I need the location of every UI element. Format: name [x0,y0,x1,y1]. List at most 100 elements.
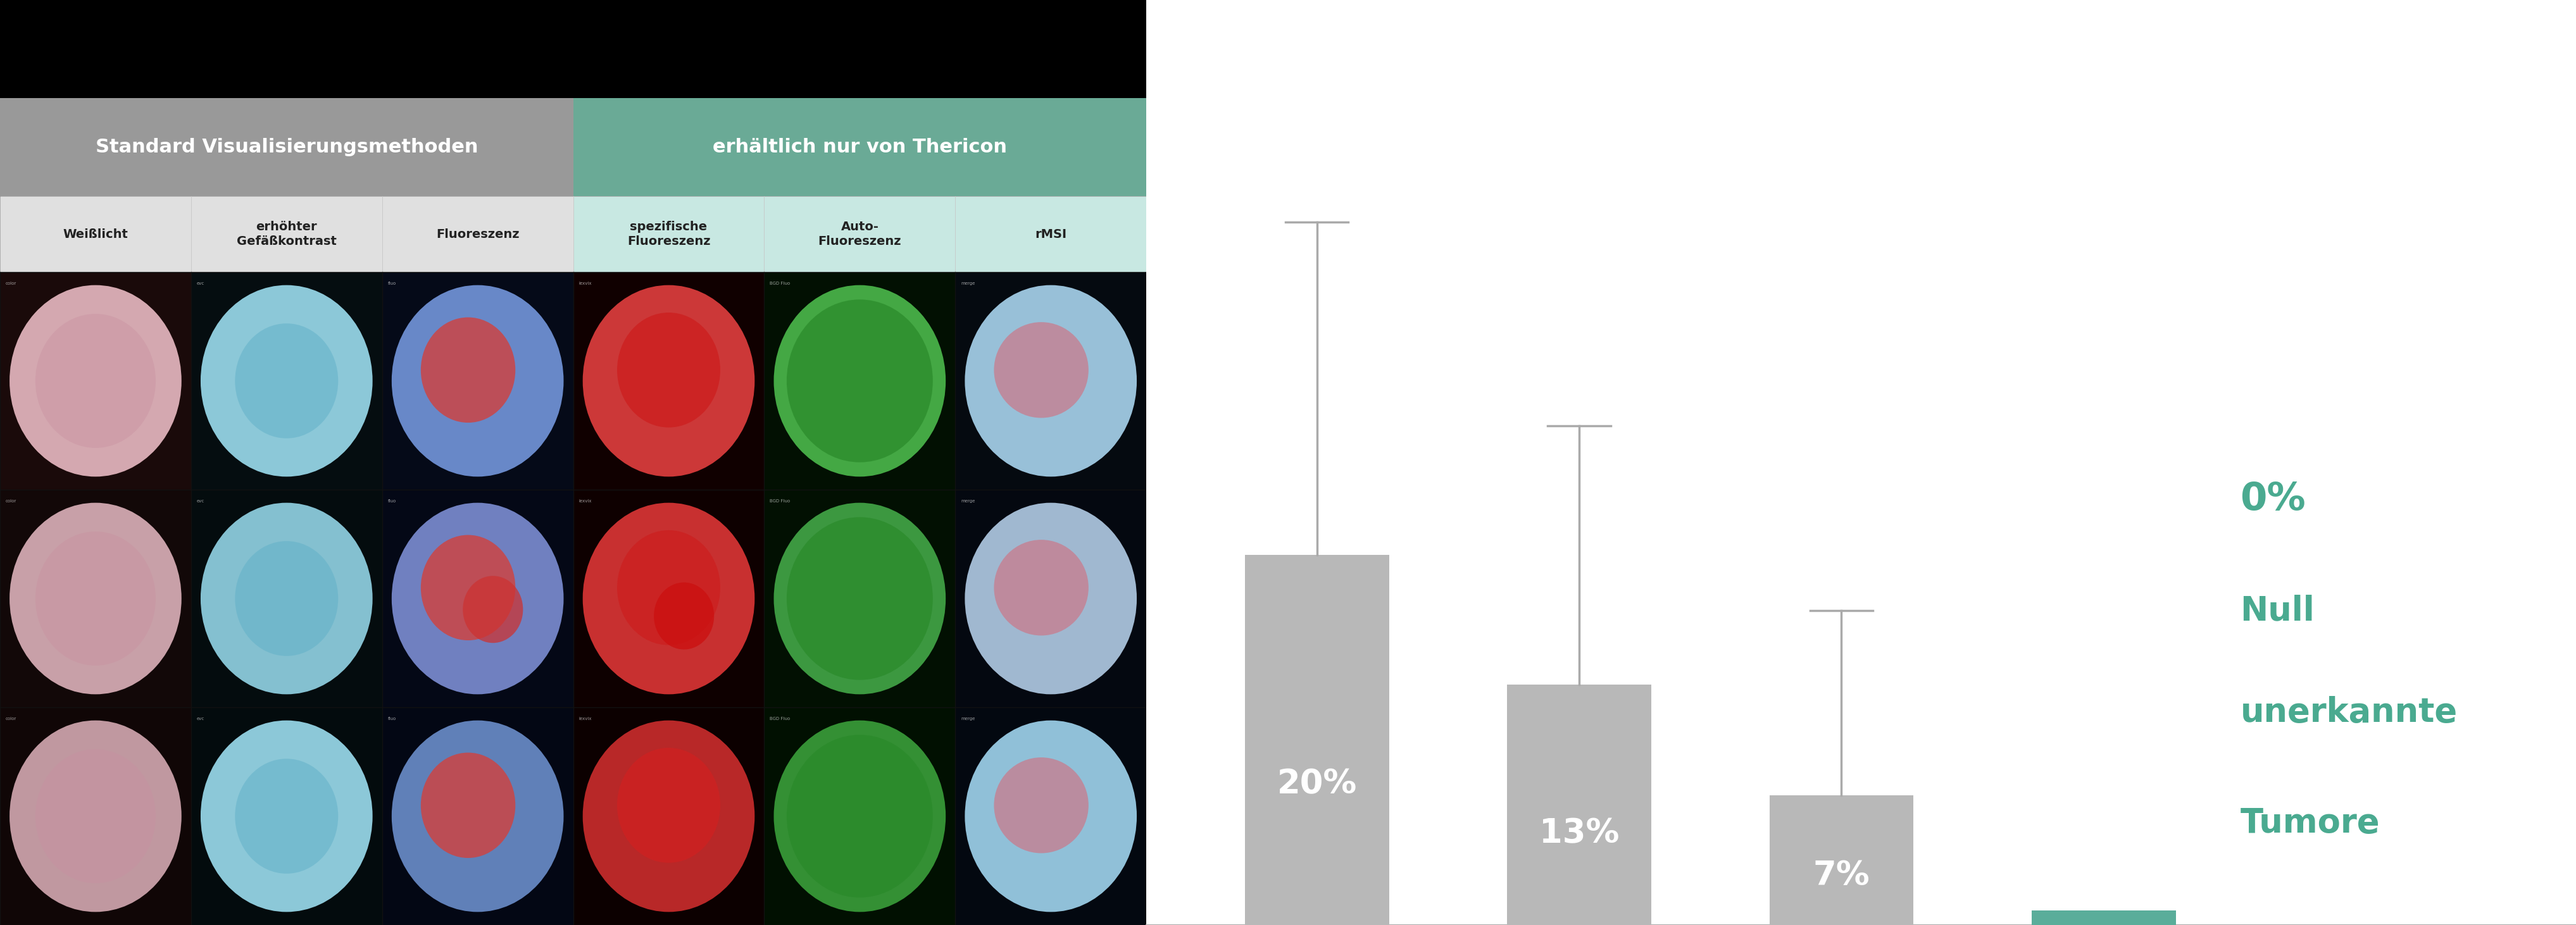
Bar [956,708,1146,925]
Bar [0,489,191,708]
Ellipse shape [582,503,755,695]
Bar [0,98,574,196]
Text: Weißlicht: Weißlicht [62,228,129,241]
Bar [191,708,381,925]
Text: 0%: 0% [2241,481,2306,518]
Bar [0,196,191,272]
Text: fluo: fluo [389,281,397,285]
Text: BGD Fluo: BGD Fluo [770,499,791,503]
Ellipse shape [392,721,564,912]
Ellipse shape [618,530,721,645]
Text: Null: Null [2241,594,2316,627]
Bar [765,196,956,272]
Ellipse shape [786,300,933,463]
Ellipse shape [773,721,945,912]
Text: color: color [5,281,15,285]
Ellipse shape [392,285,564,476]
Text: lexvix: lexvix [580,281,592,285]
Text: Tumore: Tumore [2241,807,2380,840]
Bar [574,98,1146,196]
Ellipse shape [420,317,515,423]
Bar [381,489,572,708]
Text: merge: merge [961,499,976,503]
Text: BGD Fluo: BGD Fluo [770,717,791,721]
Ellipse shape [201,721,374,912]
Ellipse shape [966,721,1136,912]
Ellipse shape [994,322,1090,418]
Text: Fluoreszenz: Fluoreszenz [435,228,520,241]
Bar [765,489,956,708]
Text: erhöhter
Gefäßkontrast: erhöhter Gefäßkontrast [237,221,337,248]
Text: 20%: 20% [1278,768,1358,801]
Text: rMSI: rMSI [1036,228,1066,241]
Ellipse shape [618,313,721,427]
Ellipse shape [420,753,515,858]
Bar [574,272,765,489]
Ellipse shape [234,541,337,656]
Ellipse shape [966,503,1136,695]
Ellipse shape [966,285,1136,476]
Text: merge: merge [961,281,976,285]
Text: 7%: 7% [1814,859,1870,893]
Bar [191,196,381,272]
Text: merge: merge [961,717,976,721]
Ellipse shape [234,758,337,873]
Ellipse shape [420,535,515,640]
Ellipse shape [36,314,155,448]
Text: evc: evc [196,499,204,503]
Ellipse shape [582,721,755,912]
Ellipse shape [10,721,180,912]
Ellipse shape [392,503,564,695]
Bar [381,196,572,272]
Ellipse shape [618,747,721,863]
Text: lexvix: lexvix [580,717,592,721]
Bar [1244,555,1388,925]
Text: fluo: fluo [389,717,397,721]
Text: Standard Visualisierungsmethoden: Standard Visualisierungsmethoden [95,138,479,156]
Bar [381,272,572,489]
Bar [574,196,765,272]
Text: color: color [5,717,15,721]
Bar [191,489,381,708]
Bar [765,708,956,925]
Ellipse shape [786,517,933,680]
Text: fluo: fluo [389,499,397,503]
Text: lexvix: lexvix [580,499,592,503]
Ellipse shape [234,324,337,438]
Bar [1770,796,1914,925]
Text: color: color [5,499,15,503]
Bar [956,196,1146,272]
Ellipse shape [773,503,945,695]
Ellipse shape [201,503,374,695]
Text: BGD Fluo: BGD Fluo [770,281,791,285]
Text: unerkannte: unerkannte [2241,696,2458,729]
Bar [574,708,765,925]
Bar [956,272,1146,489]
Bar [191,272,381,489]
Bar [956,489,1146,708]
Bar [574,489,765,708]
Text: erhältlich nur von Thericon: erhältlich nur von Thericon [714,138,1007,156]
Ellipse shape [36,532,155,666]
Bar [0,272,191,489]
Text: evc: evc [196,281,204,285]
Ellipse shape [582,285,755,476]
Text: Auto-
Fluoreszenz: Auto- Fluoreszenz [819,221,902,248]
Bar [0,708,191,925]
Ellipse shape [10,503,180,695]
Text: spezifische
Fluoreszenz: spezifische Fluoreszenz [626,221,711,248]
Ellipse shape [654,583,714,649]
Bar [765,272,956,489]
Ellipse shape [786,734,933,897]
Bar [381,708,572,925]
Ellipse shape [773,285,945,476]
Ellipse shape [464,576,523,643]
Text: evc: evc [196,717,204,721]
Text: 13%: 13% [1540,817,1620,850]
Ellipse shape [994,540,1090,635]
Ellipse shape [36,749,155,883]
Ellipse shape [994,758,1090,853]
Ellipse shape [10,285,180,476]
Bar [1507,684,1651,925]
Ellipse shape [201,285,374,476]
